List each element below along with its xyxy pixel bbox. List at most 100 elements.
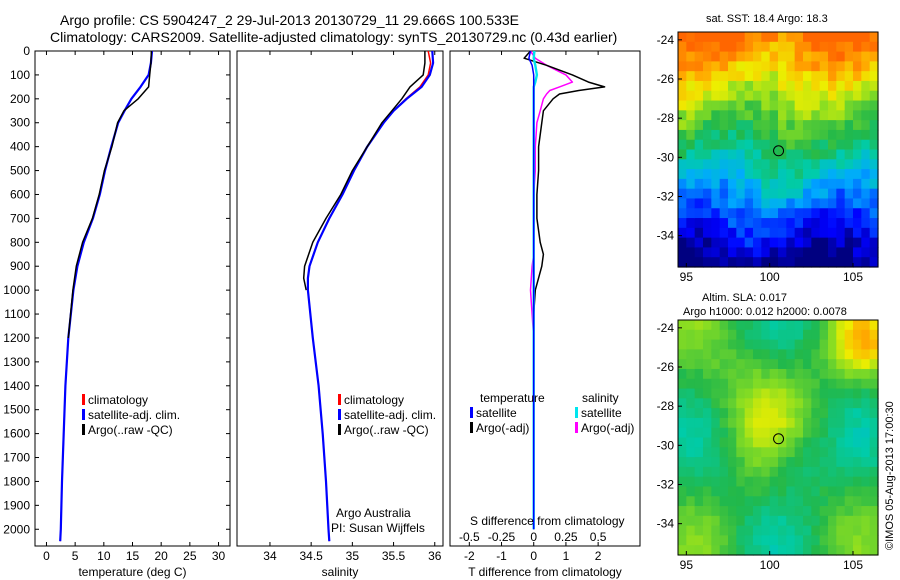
map-cell [719,90,729,102]
map-cell [794,388,804,399]
map-cell [703,32,712,43]
map-cell [728,476,737,488]
map-cell [761,257,771,268]
map-cell [711,329,721,341]
map-cell [869,545,879,556]
map-cell [719,188,729,200]
map-cell [694,457,704,468]
map-cell [769,51,779,62]
map-cell [761,388,771,399]
y-tick-label: 1100 [4,307,30,321]
map-cell [794,437,804,448]
map-cell [836,476,846,488]
map-cell [769,466,779,478]
map-cell [811,545,821,556]
map-cell [703,515,712,527]
map-cell [778,349,787,360]
figure-title-line2: Climatology: CARS2009. Satellite-adjuste… [50,29,617,45]
map-cell [828,427,837,439]
map-cell [778,32,787,43]
map-cell [736,71,746,82]
map-cell [769,237,779,249]
map-cell [694,188,704,200]
map-cell [778,486,787,497]
map-cell [761,227,771,239]
map-cell [719,159,729,170]
map-cell [844,408,854,419]
map-cell [728,71,737,82]
map-cell [803,32,812,43]
map-cell [686,506,696,517]
map-cell [719,178,729,190]
map-cell [803,80,812,92]
map-cell [678,506,687,517]
map-cell [753,447,762,458]
map-cell [728,129,737,141]
map-cell [786,388,796,399]
map-cell [719,349,729,360]
map-cell [703,247,712,258]
map-cell [761,525,771,537]
map-cell [819,349,829,360]
map-cell [828,90,837,102]
map-cell [736,100,746,111]
map-cell [786,447,796,458]
map-cell [719,169,729,180]
x-tick-label: 0 [43,549,50,563]
map-cell [853,139,862,151]
map-cell [819,496,829,507]
series-line-climatology [59,50,153,542]
map-cell [861,178,871,190]
map-cell [794,447,804,458]
map-cell [836,466,846,478]
plot-frame [449,50,641,547]
map-cell [794,90,804,102]
s-diff-label: S difference from climatology [470,514,625,528]
map-cell [711,359,721,370]
map-cell [711,51,721,62]
map-cell [844,496,854,507]
map-cell [736,41,746,53]
map-cell [703,437,712,448]
map-cell [703,100,712,111]
map-cell [819,198,829,209]
map-cell [828,506,837,517]
map-cell [869,388,879,399]
map-cell [844,110,854,121]
map-cell [703,427,712,439]
map-cell [728,515,737,527]
map-cell [844,427,854,439]
map-cell [686,476,696,488]
map-cell [836,149,846,160]
map-cell [811,129,821,141]
map-cell [869,457,879,468]
map-cell [836,545,846,556]
map-cell [703,417,712,429]
map-cell [861,80,871,92]
credit-line1: Argo Australia [336,506,411,520]
map-cell [844,525,854,537]
map-cell [803,476,812,488]
map-cell [844,457,854,468]
map-cell [769,457,779,468]
map-cell [769,32,779,43]
map-cell [761,41,771,53]
legend-entry: Argo(..raw -QC) [88,423,173,437]
map-cell [769,447,779,458]
map-cell [828,61,837,72]
map-cell [711,41,721,53]
map-cell [778,149,787,160]
map-cell [844,120,854,131]
map-cell [819,398,829,409]
y-tick-label: 1800 [3,474,30,488]
map-cell [819,129,829,141]
map-cell [803,398,812,409]
map-cell [803,41,812,53]
map-cell [686,110,696,121]
map-cell [744,139,754,151]
map-cell [794,237,804,249]
map-cell [836,110,846,121]
map-cell [786,188,796,200]
map-cell [678,188,687,200]
map-cell [769,545,779,556]
